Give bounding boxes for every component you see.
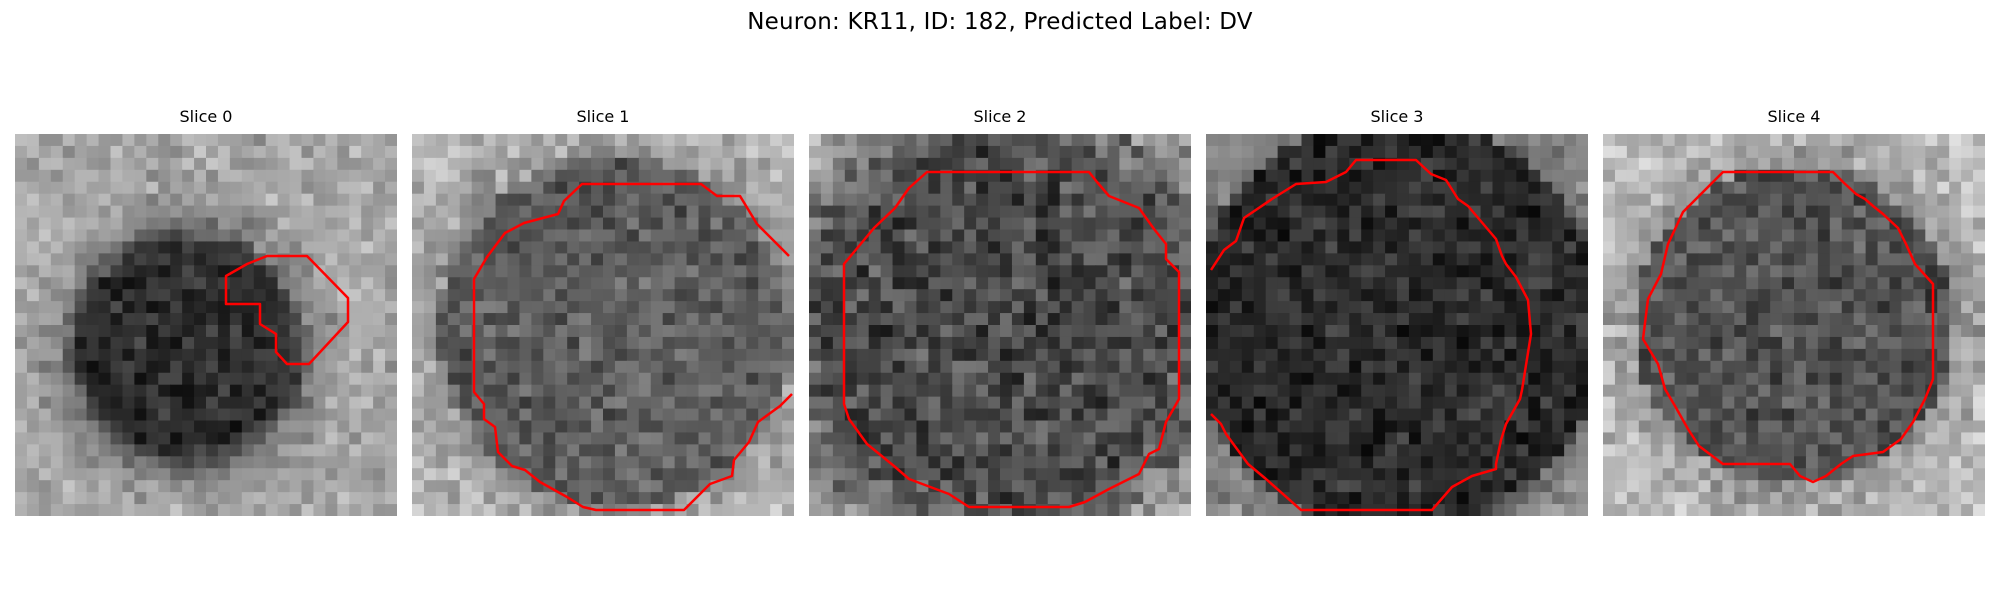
slice-pixels-1 bbox=[412, 134, 794, 516]
slice-pixels-3 bbox=[1206, 134, 1588, 516]
figure-title: Neuron: KR11, ID: 182, Predicted Label: … bbox=[747, 9, 1253, 35]
slice-image-4 bbox=[1603, 134, 1985, 516]
roi-contour-4 bbox=[1641, 170, 1935, 484]
slice-title-4: Slice 4 bbox=[1767, 107, 1821, 126]
slice-title-0: Slice 0 bbox=[179, 107, 233, 126]
slice-pixels-2 bbox=[809, 134, 1191, 516]
slice-image-0 bbox=[15, 134, 397, 516]
slice-title-2: Slice 2 bbox=[973, 107, 1027, 126]
roi-contour-1 bbox=[472, 182, 793, 512]
slice-pixels-0 bbox=[15, 134, 397, 516]
slice-image-1 bbox=[412, 134, 794, 516]
slice-image-3 bbox=[1206, 134, 1588, 516]
roi-contour-3 bbox=[1209, 158, 1533, 512]
slice-pixels-4 bbox=[1603, 134, 1985, 516]
slice-title-3: Slice 3 bbox=[1370, 107, 1424, 126]
roi-contour-2 bbox=[842, 170, 1181, 509]
slice-image-2 bbox=[809, 134, 1191, 516]
roi-contour-0 bbox=[224, 254, 350, 366]
slice-title-1: Slice 1 bbox=[576, 107, 630, 126]
